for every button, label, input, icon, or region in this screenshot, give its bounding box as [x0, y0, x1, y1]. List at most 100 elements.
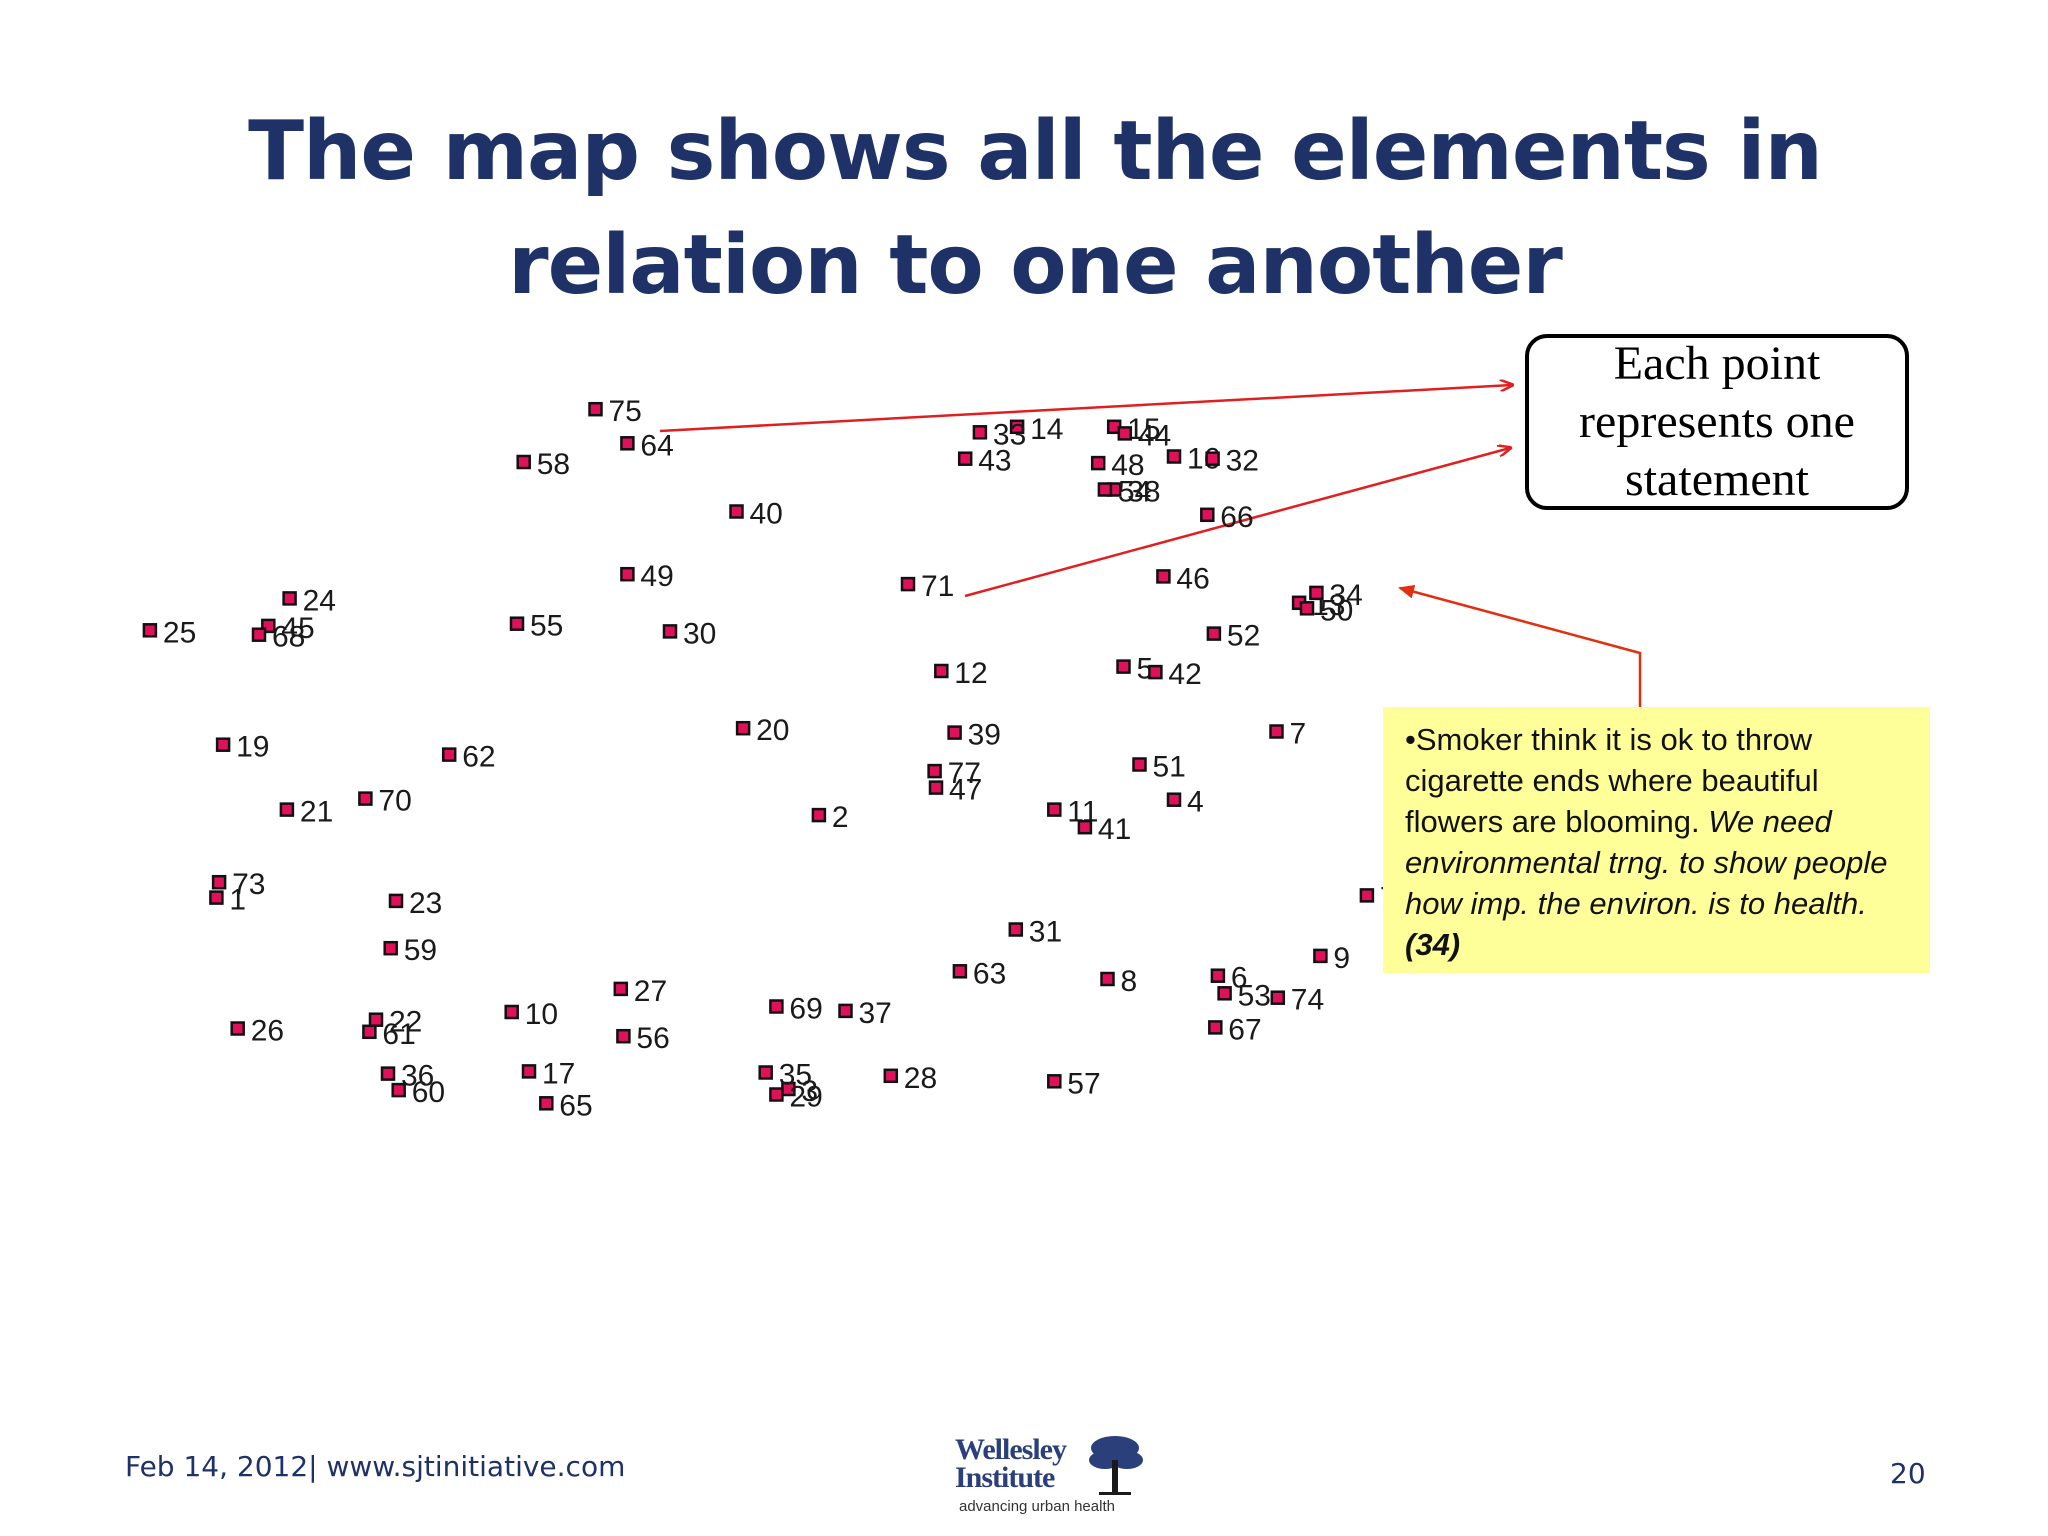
- statement-point-20: [735, 720, 751, 736]
- statement-label-55: 55: [530, 610, 563, 643]
- statement-label-65: 65: [559, 1089, 592, 1122]
- statement-label-19: 19: [236, 731, 269, 764]
- statement-label-23: 23: [409, 887, 442, 920]
- statement-point-57: [1047, 1074, 1062, 1089]
- statement-point-6: [1210, 968, 1226, 983]
- statement-label-15: 15: [1127, 413, 1160, 446]
- statement-label-7: 7: [1290, 718, 1307, 751]
- statement-point-34: [1309, 585, 1324, 601]
- statement-point-47: [928, 780, 944, 795]
- statement-label-28: 28: [904, 1062, 937, 1095]
- statement-point-31: [1008, 922, 1024, 937]
- statement-label-66: 66: [1220, 501, 1253, 534]
- statement-label-73: 73: [232, 868, 265, 901]
- statement-label-52: 52: [1227, 620, 1260, 653]
- statement-point-40: [729, 504, 744, 519]
- slide-title: The map shows all the elements in relati…: [248, 104, 1823, 313]
- note-italic-text: We need environmental trng. to show peop…: [1405, 804, 1888, 921]
- statement-label-77: 77: [948, 757, 981, 790]
- statement-label-67: 67: [1228, 1013, 1261, 1046]
- statement-point-8: [1100, 971, 1115, 987]
- statement-label-63: 63: [973, 957, 1006, 990]
- statement-label-6: 6: [1231, 962, 1248, 995]
- statement-point-59: [383, 940, 398, 956]
- statement-label-20: 20: [756, 714, 789, 747]
- statement-label-35: 35: [779, 1059, 812, 1092]
- statement-point-54: [1097, 482, 1113, 497]
- statement-label-3: 3: [801, 1075, 818, 1108]
- statement-label-44: 44: [1138, 419, 1171, 452]
- statement-label-1: 1: [229, 884, 246, 917]
- footer-date-site: Feb 14, 2012| www.sjtinitiative.com: [125, 1450, 626, 1483]
- statement-point-2: [811, 807, 827, 823]
- statement-point-53: [1217, 986, 1232, 1001]
- statement-label-56: 56: [636, 1022, 669, 1055]
- statement-point-72: [1359, 888, 1375, 903]
- statement-label-26: 26: [251, 1015, 284, 1048]
- statement-point-60: [391, 1082, 406, 1098]
- statement-point-30: [662, 624, 678, 639]
- statement-point-10: [504, 1004, 519, 1020]
- callout-arrow-2: [964, 448, 1510, 598]
- statement-point-33: [972, 425, 988, 440]
- statement-point-67: [1208, 1020, 1223, 1035]
- statement-point-63: [952, 964, 968, 979]
- statement-point-14: [1009, 419, 1025, 435]
- page-number: 20: [1890, 1457, 1926, 1490]
- statement-point-64: [620, 436, 635, 451]
- statement-point-25: [142, 623, 158, 638]
- statement-point-16: [1166, 449, 1182, 464]
- statement-point-37: [838, 1003, 853, 1019]
- statement-point-77: [927, 763, 942, 779]
- statement-point-36: [380, 1066, 396, 1081]
- statement-point-52: [1206, 626, 1222, 641]
- logo-name: Wellesley Institute: [955, 1433, 1067, 1493]
- statement-label-68: 68: [272, 621, 305, 654]
- statement-label-8: 8: [1121, 965, 1138, 998]
- statement-point-21: [279, 802, 295, 817]
- statement-label-50: 50: [1320, 594, 1353, 627]
- statement-label-34: 34: [1329, 579, 1362, 612]
- statement-label-59: 59: [404, 934, 437, 967]
- statement-label-54: 54: [1118, 476, 1151, 509]
- statement-point-49: [620, 566, 635, 582]
- statement-label-57: 57: [1067, 1067, 1100, 1100]
- statement-point-58: [516, 454, 531, 470]
- statement-point-12: [934, 663, 949, 679]
- statement-label-38: 38: [1127, 476, 1160, 509]
- statement-label-53: 53: [1238, 979, 1271, 1012]
- statement-point-27: [613, 981, 629, 997]
- statement-label-25: 25: [163, 616, 196, 649]
- statement-point-48: [1090, 455, 1106, 471]
- statement-point-41: [1077, 819, 1093, 835]
- statement-point-73: [211, 874, 227, 890]
- statement-label-43: 43: [978, 445, 1011, 478]
- tree-icon: [1089, 1436, 1143, 1495]
- statement-point-7: [1269, 724, 1284, 739]
- statement-label-61: 61: [382, 1018, 415, 1051]
- statement-label-22: 22: [389, 1006, 422, 1039]
- statement-point-68: [251, 627, 267, 642]
- callout-box: Each point represents one statement: [1525, 334, 1909, 510]
- statement-point-19: [215, 737, 231, 752]
- statement-label-62: 62: [462, 741, 495, 774]
- statement-point-55: [509, 616, 525, 631]
- statement-point-43: [957, 451, 973, 466]
- statement-point-1: [209, 890, 224, 905]
- statement-point-9: [1313, 948, 1328, 964]
- statement-label-17: 17: [542, 1057, 575, 1090]
- statement-point-35: [758, 1065, 773, 1080]
- statement-label-51: 51: [1153, 751, 1186, 784]
- logo-name-line1: Wellesley: [955, 1433, 1067, 1466]
- callout-arrow-1: [659, 385, 1512, 433]
- statement-point-17: [521, 1064, 537, 1079]
- statement-label-4: 4: [1187, 786, 1204, 819]
- statement-label-71: 71: [921, 570, 954, 603]
- statement-label-47: 47: [949, 774, 982, 807]
- statement-point-46: [1156, 569, 1171, 584]
- statement-label-30: 30: [683, 617, 716, 650]
- statement-label-14: 14: [1030, 413, 1063, 446]
- statement-point-28: [883, 1068, 899, 1084]
- statement-point-5: [1116, 659, 1131, 674]
